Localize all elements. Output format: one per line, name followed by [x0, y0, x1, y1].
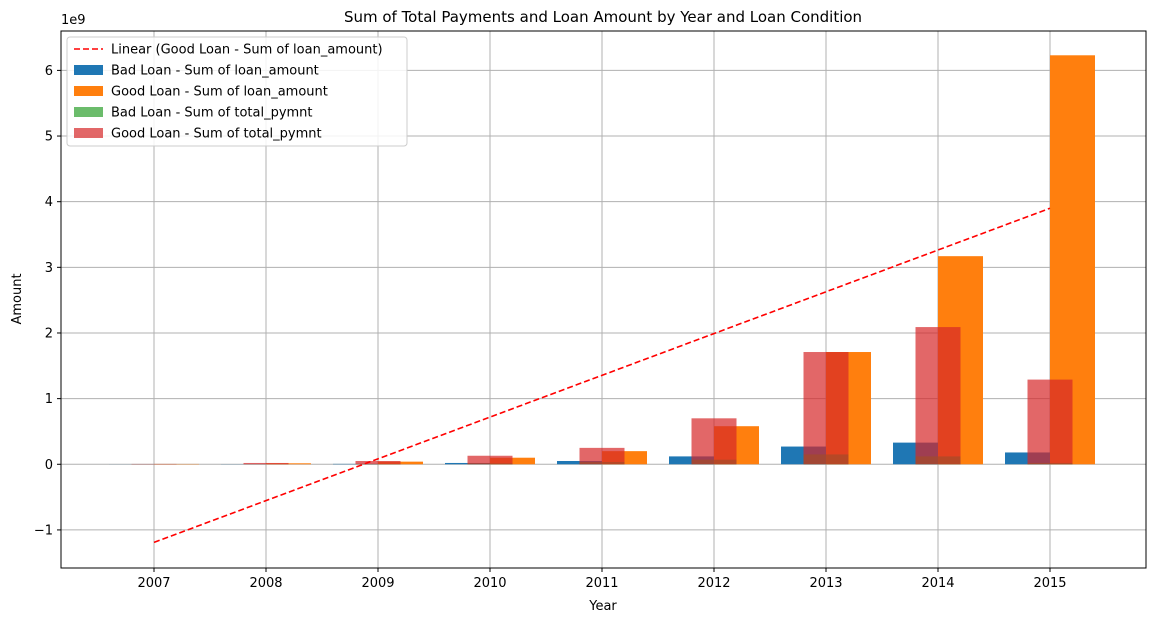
bar-good-loan-sum-of-total-pymnt-2013: [803, 352, 849, 465]
bar-good-loan-sum-of-total-pymnt-2011: [579, 447, 625, 465]
y-tick-label: 2: [45, 326, 53, 341]
bar-layer: [109, 55, 1095, 465]
bar-good-loan-sum-of-total-pymnt-2012: [691, 418, 737, 465]
bar-good-loan-sum-of-total-pymnt-2009: [355, 460, 401, 465]
line-layer: [153, 207, 1051, 544]
legend-label: Good Loan - Sum of total_pymnt: [111, 127, 322, 142]
y-tick-label: 5: [45, 130, 53, 145]
y-tick-label: 0: [45, 458, 53, 473]
x-tick-label: 2008: [249, 576, 282, 591]
x-tick-label: 2010: [473, 576, 506, 591]
x-tick-label: 2014: [921, 576, 954, 591]
legend-label: Good Loan - Sum of loan_amount: [111, 85, 328, 100]
legend-label: Bad Loan - Sum of loan_amount: [111, 64, 319, 79]
chart-title: Sum of Total Payments and Loan Amount by…: [344, 8, 862, 26]
y-tick-label: 3: [45, 261, 53, 276]
x-tick-label: 2013: [809, 576, 842, 591]
legend-swatch: [74, 107, 103, 117]
y-tick-label: 6: [45, 64, 53, 79]
legend: Linear (Good Loan - Sum of loan_amount) B…: [66, 36, 408, 147]
legend-label: Bad Loan - Sum of total_pymnt: [111, 106, 313, 121]
y-offset-label: 1e9: [61, 13, 86, 28]
y-tick-label: 1: [45, 392, 53, 407]
bar-good-loan-sum-of-total-pymnt-2008: [243, 462, 289, 465]
legend-swatch: [74, 128, 103, 138]
x-tick-label: 2015: [1033, 576, 1066, 591]
legend-box: [66, 36, 408, 147]
bar-good-loan-sum-of-total-pymnt-2014: [915, 327, 961, 465]
tick-layer: 2007 2008 2009 2010 2011 2012 2013 2014 2015 −1 0 1…: [34, 64, 1067, 591]
y-axis-title: Amount: [10, 273, 25, 324]
x-tick-label: 2012: [697, 576, 730, 591]
legend-label: Linear (Good Loan - Sum of loan_amount): [111, 43, 383, 58]
x-tick-label: 2007: [137, 576, 170, 591]
x-tick-label: 2009: [361, 576, 394, 591]
trend-line: [153, 207, 1051, 544]
legend-swatch: [74, 86, 103, 96]
x-tick-label: 2011: [585, 576, 618, 591]
legend-items: Linear (Good Loan - Sum of loan_amount) B…: [74, 43, 383, 142]
legend-swatch: [74, 65, 103, 75]
y-tick-label: −1: [34, 523, 53, 538]
plot-frame: [60, 30, 1147, 569]
bar-good-loan-sum-of-total-pymnt-2010: [467, 455, 513, 465]
y-tick-label: 4: [45, 195, 53, 210]
bar-good-loan-sum-of-total-pymnt-2015: [1027, 379, 1073, 465]
x-axis-title: Year: [588, 599, 617, 614]
